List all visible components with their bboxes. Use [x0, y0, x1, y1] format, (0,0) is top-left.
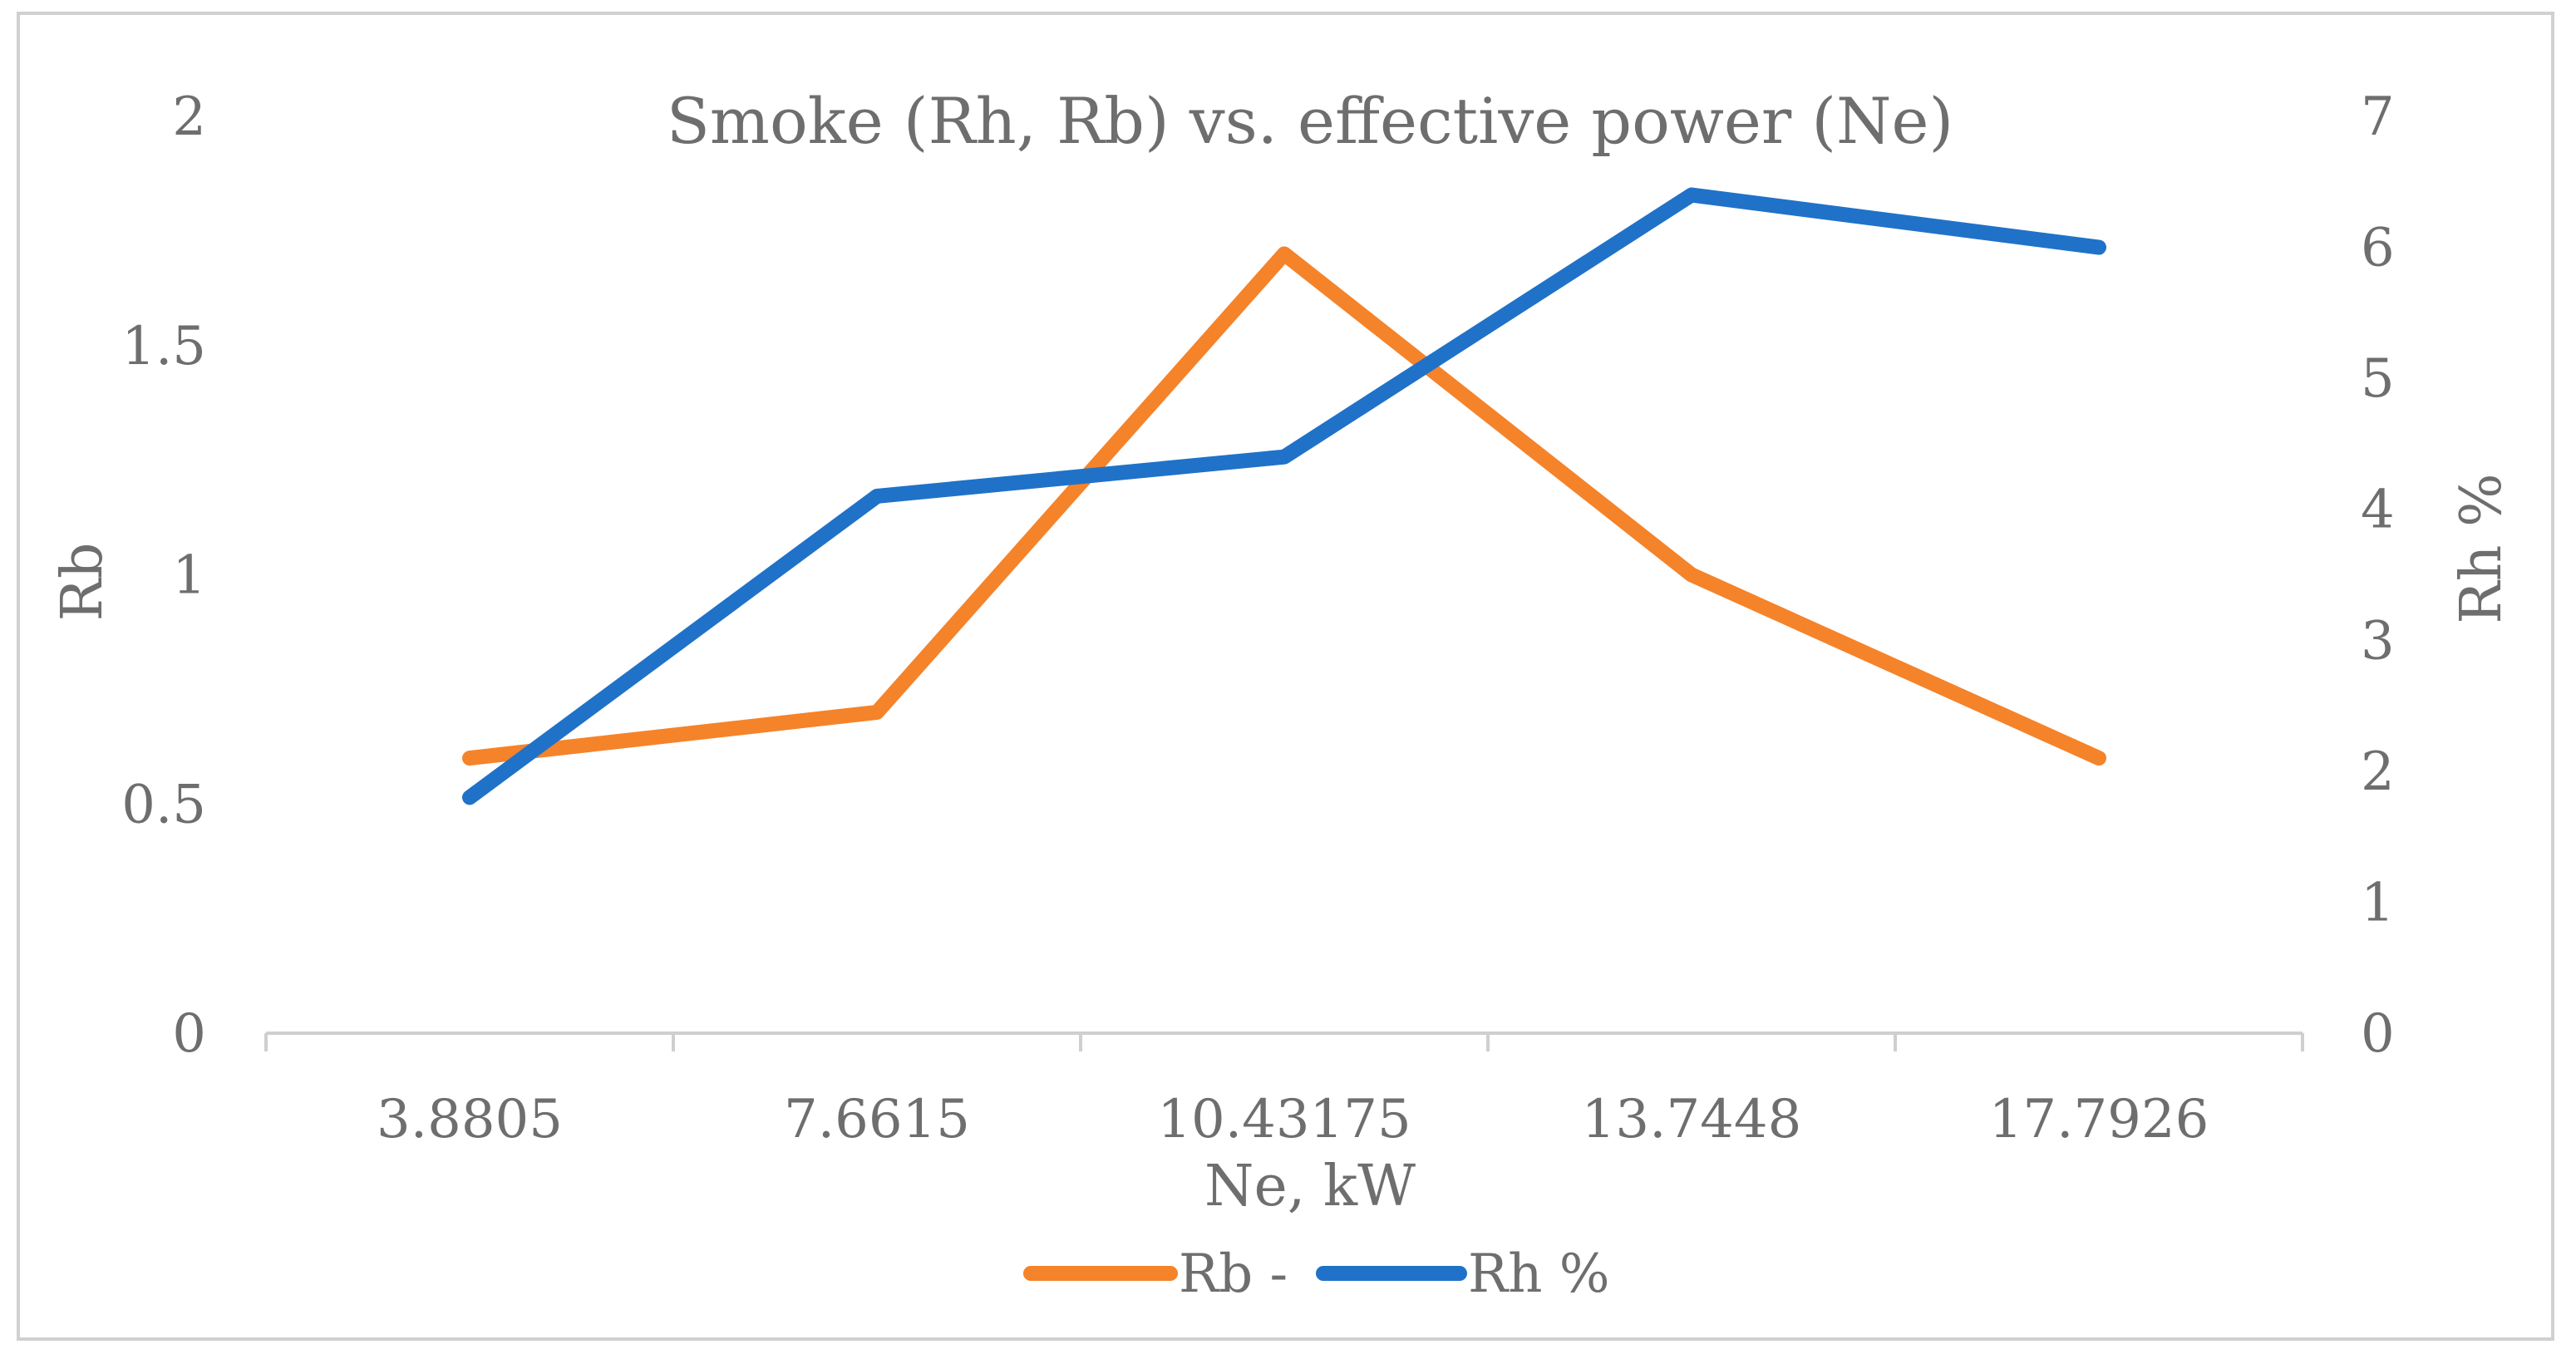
right-y-axis-ticks: 0 1 2 3 4 5 6 7	[2361, 86, 2395, 1065]
right-y-tick-label: 6	[2361, 218, 2395, 279]
x-axis-title: Ne, kW	[1204, 1154, 1416, 1219]
left-y-tick-label: 1	[172, 545, 206, 607]
chart-frame	[17, 12, 2554, 1341]
right-y-tick-label: 0	[2361, 1003, 2395, 1065]
x-axis-tick-labels: 3.8805 7.6615 10.43175 13.7448 17.7926	[377, 1089, 2209, 1150]
left-y-tick-label: 0.5	[121, 774, 206, 835]
legend: Rb - Rh %	[1023, 1243, 1610, 1305]
x-tick-label: 3.8805	[377, 1089, 563, 1150]
series-line-rb	[462, 246, 2106, 766]
left-y-tick-label: 1.5	[121, 316, 206, 377]
x-tick-label: 13.7448	[1582, 1089, 1802, 1150]
right-y-tick-label: 3	[2361, 610, 2395, 672]
left-y-axis-title: Rb	[50, 543, 116, 622]
right-y-tick-label: 4	[2361, 480, 2395, 541]
legend-label-rb: Rb -	[1179, 1243, 1288, 1305]
right-y-tick-label: 1	[2361, 872, 2395, 933]
left-y-tick-label: 0	[172, 1003, 206, 1065]
right-y-tick-label: 5	[2361, 348, 2395, 410]
x-axis-ticks	[264, 1033, 2304, 1051]
right-y-axis-title: Rh %	[2449, 473, 2514, 623]
left-y-axis-ticks: 0 0.5 1 1.5 2	[121, 86, 206, 1065]
x-tick-label: 7.6615	[784, 1089, 970, 1150]
right-y-tick-label: 7	[2361, 86, 2395, 148]
x-tick-label: 17.7926	[1989, 1089, 2209, 1150]
left-y-tick-label: 2	[172, 86, 206, 148]
chart-title: Smoke (Rh, Rb) vs. effective power (Ne)	[667, 84, 1953, 158]
series-line-rh	[462, 187, 2106, 805]
x-tick-label: 10.43175	[1157, 1089, 1411, 1150]
legend-label-rh: Rh %	[1468, 1243, 1610, 1305]
series-layer	[462, 187, 2106, 805]
right-y-tick-label: 2	[2361, 741, 2395, 803]
